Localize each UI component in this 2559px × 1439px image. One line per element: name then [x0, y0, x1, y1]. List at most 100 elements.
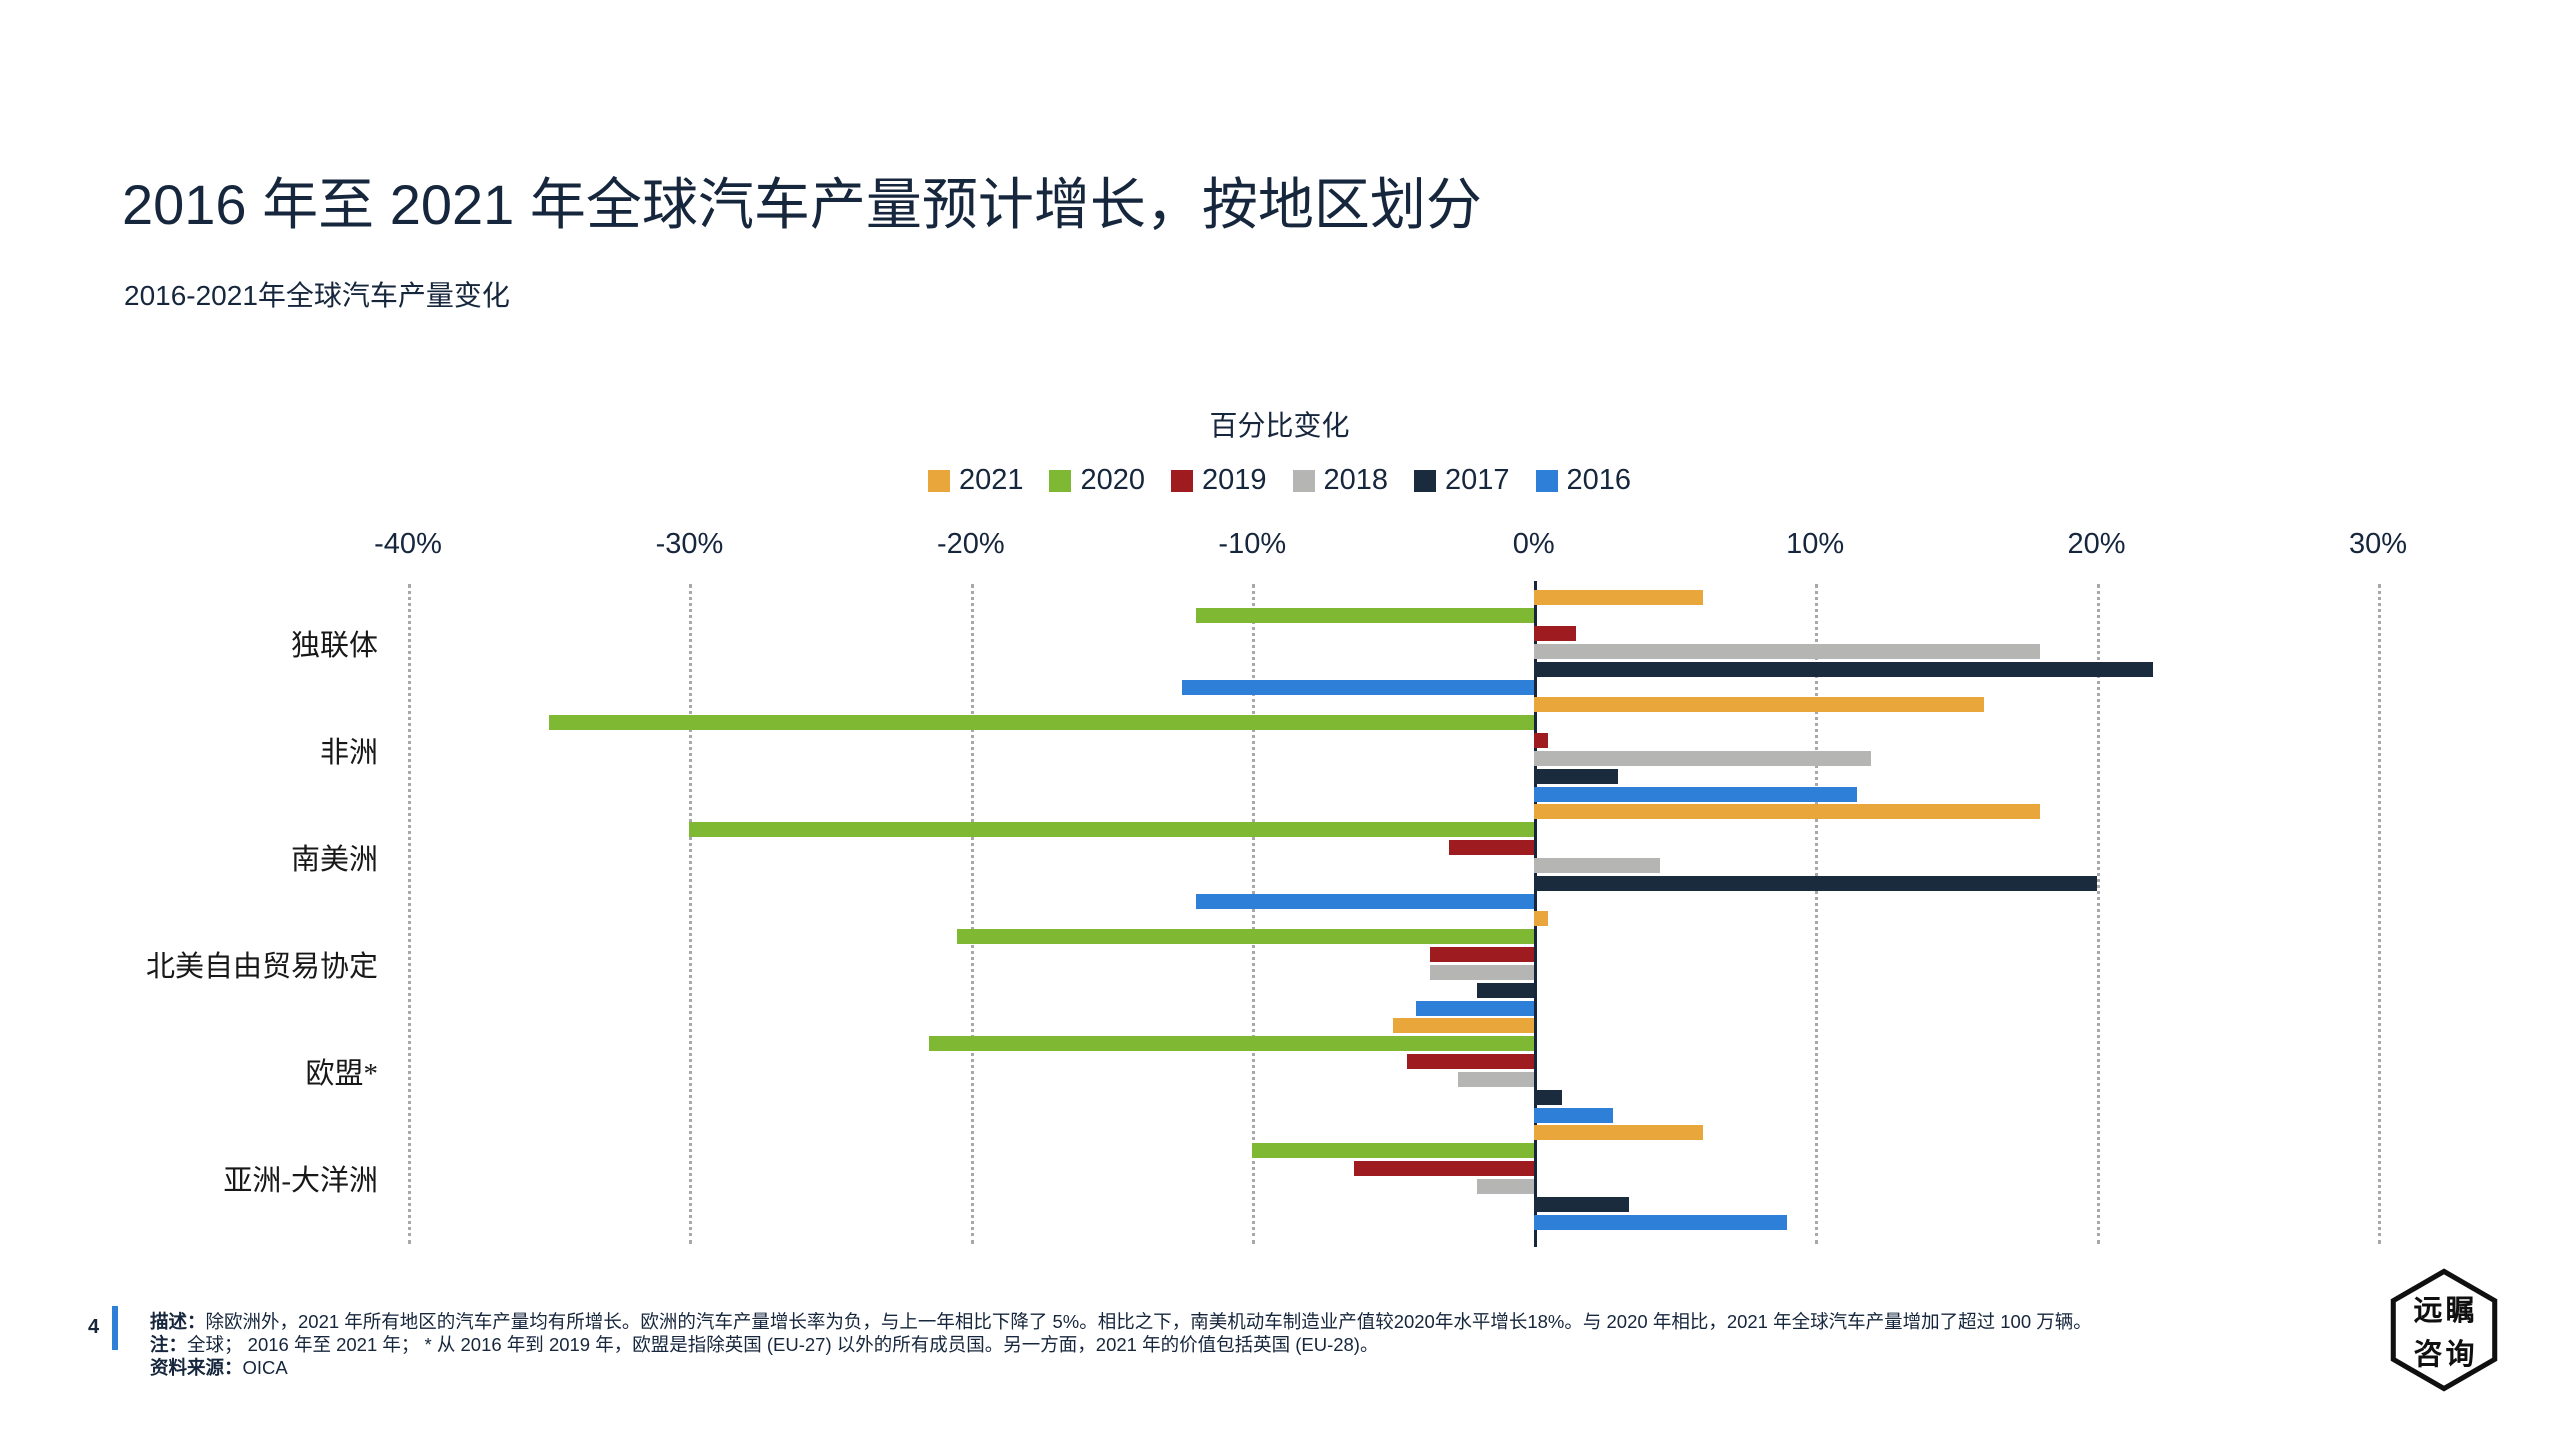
bar-2019 — [1449, 840, 1534, 855]
legend-swatch — [1535, 469, 1558, 492]
legend-item-2017: 2017 — [1414, 464, 1510, 497]
bar-2016 — [1533, 1215, 1787, 1230]
bar-2020 — [689, 822, 1534, 837]
gridline — [2096, 584, 2100, 1244]
page-number: 4 — [88, 1316, 100, 1338]
x-tick-label: 30% — [2348, 528, 2408, 560]
category-label: 非洲 — [319, 736, 378, 769]
legend-item-2021: 2021 — [927, 464, 1024, 497]
bar-2020 — [1196, 608, 1534, 623]
chart-legend: 2021 2020 2019 2018 2017 2016 — [0, 464, 2559, 497]
bar-2017 — [1533, 1197, 1630, 1212]
bar-2019 — [1429, 947, 1534, 962]
gridline — [2378, 584, 2381, 1244]
bar-2020 — [548, 715, 1534, 730]
x-tick-label: 0% — [1512, 528, 1555, 560]
legend-swatch — [1170, 469, 1193, 492]
bar-2020 — [1252, 1143, 1534, 1158]
bar-2021 — [1393, 1018, 1534, 1033]
bar-2018 — [1533, 751, 1872, 766]
footer-note-label: 注： — [150, 1334, 188, 1355]
bar-2016 — [1196, 894, 1534, 909]
bar-2017 — [1533, 769, 1619, 784]
bar-2017 — [1533, 1090, 1562, 1105]
legend-item-2020: 2020 — [1049, 464, 1145, 497]
gridline — [408, 584, 411, 1244]
logo-text-top: 远瞩 — [2413, 1295, 2478, 1327]
x-tick-label: -20% — [936, 528, 1005, 560]
bar-2016 — [1533, 787, 1858, 802]
category-label: 南美洲 — [290, 843, 378, 876]
legend-label: 2020 — [1080, 464, 1145, 496]
category-labels: 独联体非洲南美洲北美自由贸易协定欧盟* 亚洲-大洋洲 — [0, 584, 378, 1244]
legend-item-2019: 2019 — [1170, 464, 1267, 497]
bar-2018 — [1457, 1072, 1534, 1087]
footer-notes: 描述：除欧洲外，2021 年所有地区的汽车产量均有所增长。欧洲的汽车产量增长率为… — [150, 1310, 2130, 1379]
bar-2017 — [1533, 662, 2153, 677]
footer-source-text: OICA — [242, 1357, 288, 1378]
bar-2021 — [1533, 911, 1548, 926]
legend-swatch — [1049, 469, 1072, 492]
footer-source: 资料来源：OICA — [150, 1356, 2130, 1379]
bar-2019 — [1407, 1054, 1534, 1069]
company-logo: 远瞩 咨询 — [2384, 1268, 2504, 1392]
footer-description-text: 除欧洲外，2021 年所有地区的汽车产量均有所增长。欧洲的汽车产量增长率为负，与… — [205, 1311, 2092, 1332]
footer-note: 注：全球； 2016 年至 2021 年； * 从 2016 年到 2019 年… — [150, 1333, 2130, 1356]
gridline — [1815, 584, 1819, 1244]
bar-2016 — [1415, 1001, 1534, 1016]
bar-2021 — [1533, 1125, 1703, 1140]
category-label: 亚洲-大洋洲 — [223, 1164, 378, 1197]
category-label: 欧盟* — [305, 1057, 378, 1090]
gridline — [970, 584, 974, 1244]
bar-2017 — [1477, 983, 1534, 998]
logo-text-bottom: 咨询 — [2413, 1339, 2478, 1371]
footer-source-label: 资料来源： — [150, 1357, 243, 1378]
legend-swatch — [1414, 469, 1437, 492]
legend-label: 2016 — [1566, 464, 1632, 496]
bar-2018 — [1533, 644, 2041, 659]
x-tick-label: -30% — [655, 528, 724, 560]
plot-area — [408, 581, 2381, 1247]
legend-swatch — [927, 469, 950, 492]
category-label: 独联体 — [290, 629, 378, 662]
legend-item-2018: 2018 — [1292, 464, 1389, 497]
logo-hexagon-icon — [2390, 1268, 2498, 1392]
legend-label: 2019 — [1201, 464, 1267, 496]
x-tick-label: -10% — [1218, 528, 1287, 560]
logo-text: 远瞩 咨询 — [2384, 1268, 2504, 1392]
bar-2019 — [1533, 626, 1576, 641]
bar-2016 — [1181, 680, 1534, 695]
gridline — [1252, 584, 1256, 1244]
legend-label: 2018 — [1323, 464, 1389, 496]
footer-note-text: 全球； 2016 年至 2021 年； * 从 2016 年到 2019 年，欧… — [187, 1334, 1379, 1355]
bar-2020 — [956, 929, 1534, 944]
bar-2016 — [1533, 1108, 1613, 1123]
footer-description: 描述：除欧洲外，2021 年所有地区的汽车产量均有所增长。欧洲的汽车产量增长率为… — [150, 1310, 2130, 1333]
gridline — [689, 584, 693, 1244]
bar-2020 — [928, 1036, 1534, 1051]
legend-swatch — [1292, 469, 1315, 492]
bar-2017 — [1533, 876, 2097, 891]
bar-2021 — [1533, 804, 2041, 819]
footer-accent-bar — [112, 1306, 118, 1350]
chart-subtitle: 2016-2021年全球汽车产量变化 — [124, 280, 510, 311]
bar-2019 — [1533, 733, 1548, 748]
legend-label: 2021 — [958, 464, 1024, 496]
bar-2018 — [1429, 965, 1534, 980]
axis-title: 百分比变化 — [1209, 410, 1350, 441]
category-label: 北美自由贸易协定 — [145, 950, 378, 983]
page-title: 2016 年至 2021 年全球汽车产量预计增长，按地区划分 — [122, 173, 1482, 236]
legend-item-2016: 2016 — [1535, 464, 1632, 497]
x-axis-ticks: -40% -30% -20% -10% 0% 10% 20% 30% — [374, 528, 2407, 564]
legend-label: 2017 — [1445, 464, 1510, 496]
bar-2021 — [1533, 697, 1984, 712]
x-tick-label: 10% — [1786, 528, 1845, 560]
x-tick-label: 20% — [2067, 528, 2126, 560]
bar-2018 — [1533, 858, 1661, 873]
bar-2018 — [1477, 1179, 1534, 1194]
x-tick-label: -40% — [374, 528, 442, 560]
bar-2021 — [1533, 590, 1703, 605]
bar-2019 — [1353, 1161, 1534, 1176]
footer-description-label: 描述： — [150, 1311, 206, 1332]
